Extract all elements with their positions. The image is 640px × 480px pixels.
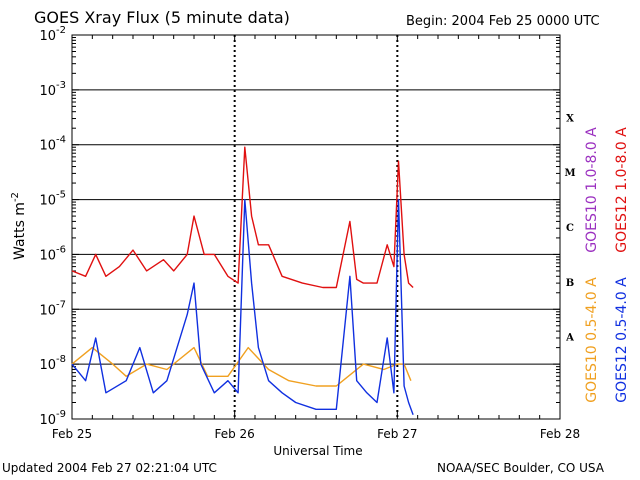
series-line-goes10-short — [71, 346, 412, 387]
grid-lines — [72, 35, 560, 419]
flare-class-labels: A B C M X — [564, 113, 575, 343]
flare-class-label: X — [566, 113, 574, 124]
source-credit: NOAA/SEC Boulder, CO USA — [437, 461, 604, 475]
y-tick-label-exponent: -4 — [56, 135, 66, 146]
chart-title: GOES Xray Flux (5 minute data) — [34, 8, 290, 27]
series-lines — [71, 146, 414, 415]
y-tick-label-base: 10 — [39, 84, 56, 99]
series-line-goes12-short — [71, 198, 414, 415]
y-tick-label-exponent: -3 — [56, 80, 66, 91]
y-tick-label-exponent: -2 — [56, 25, 66, 36]
x-axis-label: Universal Time — [273, 444, 362, 458]
y-tick-label-exponent: -7 — [56, 299, 66, 310]
y-axis-label-exponent: -2 — [10, 192, 21, 202]
y-tick-label: 10-9 — [39, 409, 66, 428]
y-tick-labels: 10-910-810-710-610-510-410-310-2 — [39, 25, 66, 428]
y-tick-label-base: 10 — [39, 358, 56, 373]
flare-class-label: C — [566, 223, 574, 234]
flare-class-label: A — [565, 333, 574, 344]
y-tick-label-exponent: -6 — [56, 244, 66, 255]
legend: GOES10 1.0-8.0 A GOES12 1.0-8.0 A GOES10 0… — [584, 127, 630, 403]
y-tick-label-base: 10 — [39, 29, 56, 44]
y-axis-label-text: Watts m — [12, 202, 28, 260]
y-tick-label: 10-7 — [39, 299, 66, 318]
y-tick-label-exponent: -8 — [56, 354, 66, 365]
y-tick-label: 10-6 — [39, 244, 66, 263]
y-tick-label-base: 10 — [39, 413, 56, 428]
flare-class-label: B — [566, 278, 574, 289]
x-tick-labels: Feb 25 Feb 26 Feb 27 Feb 28 — [52, 427, 580, 441]
y-tick-label: 10-2 — [39, 25, 66, 44]
y-tick-label: 10-4 — [39, 135, 66, 154]
y-tick-label-base: 10 — [39, 139, 56, 154]
x-tick-label: Feb 28 — [540, 427, 580, 441]
legend-label-goes10-short: GOES10 0.5-4.0 A — [584, 277, 600, 403]
begin-time: Begin: 2004 Feb 25 0000 UTC — [406, 14, 600, 29]
y-tick-label-exponent: -9 — [56, 409, 66, 420]
svg-text:Watts m-2: Watts m-2 — [10, 192, 28, 260]
updated-time: Updated 2004 Feb 27 02:21:04 UTC — [2, 461, 217, 475]
y-tick-label-base: 10 — [39, 194, 56, 209]
legend-label-goes10-long: GOES10 1.0-8.0 A — [584, 127, 600, 253]
legend-label-goes12-short: GOES12 0.5-4.0 A — [614, 277, 630, 403]
legend-label-goes12-long: GOES12 1.0-8.0 A — [614, 127, 630, 253]
y-tick-label: 10-8 — [39, 354, 66, 373]
x-tick-label: Feb 27 — [377, 427, 417, 441]
y-tick-label-base: 10 — [39, 248, 56, 263]
x-tick-label: Feb 26 — [214, 427, 254, 441]
axis-ticks — [71, 35, 561, 420]
series-line-goes12-long — [71, 146, 414, 289]
x-tick-label: Feb 25 — [52, 427, 92, 441]
flare-class-label: M — [564, 168, 575, 179]
y-tick-label-base: 10 — [39, 303, 56, 318]
y-tick-label-exponent: -5 — [56, 190, 66, 201]
y-tick-label: 10-3 — [39, 80, 66, 99]
plot-frame — [71, 34, 561, 420]
y-axis-label: Watts m-2 — [10, 192, 28, 260]
y-tick-label: 10-5 — [39, 190, 66, 209]
